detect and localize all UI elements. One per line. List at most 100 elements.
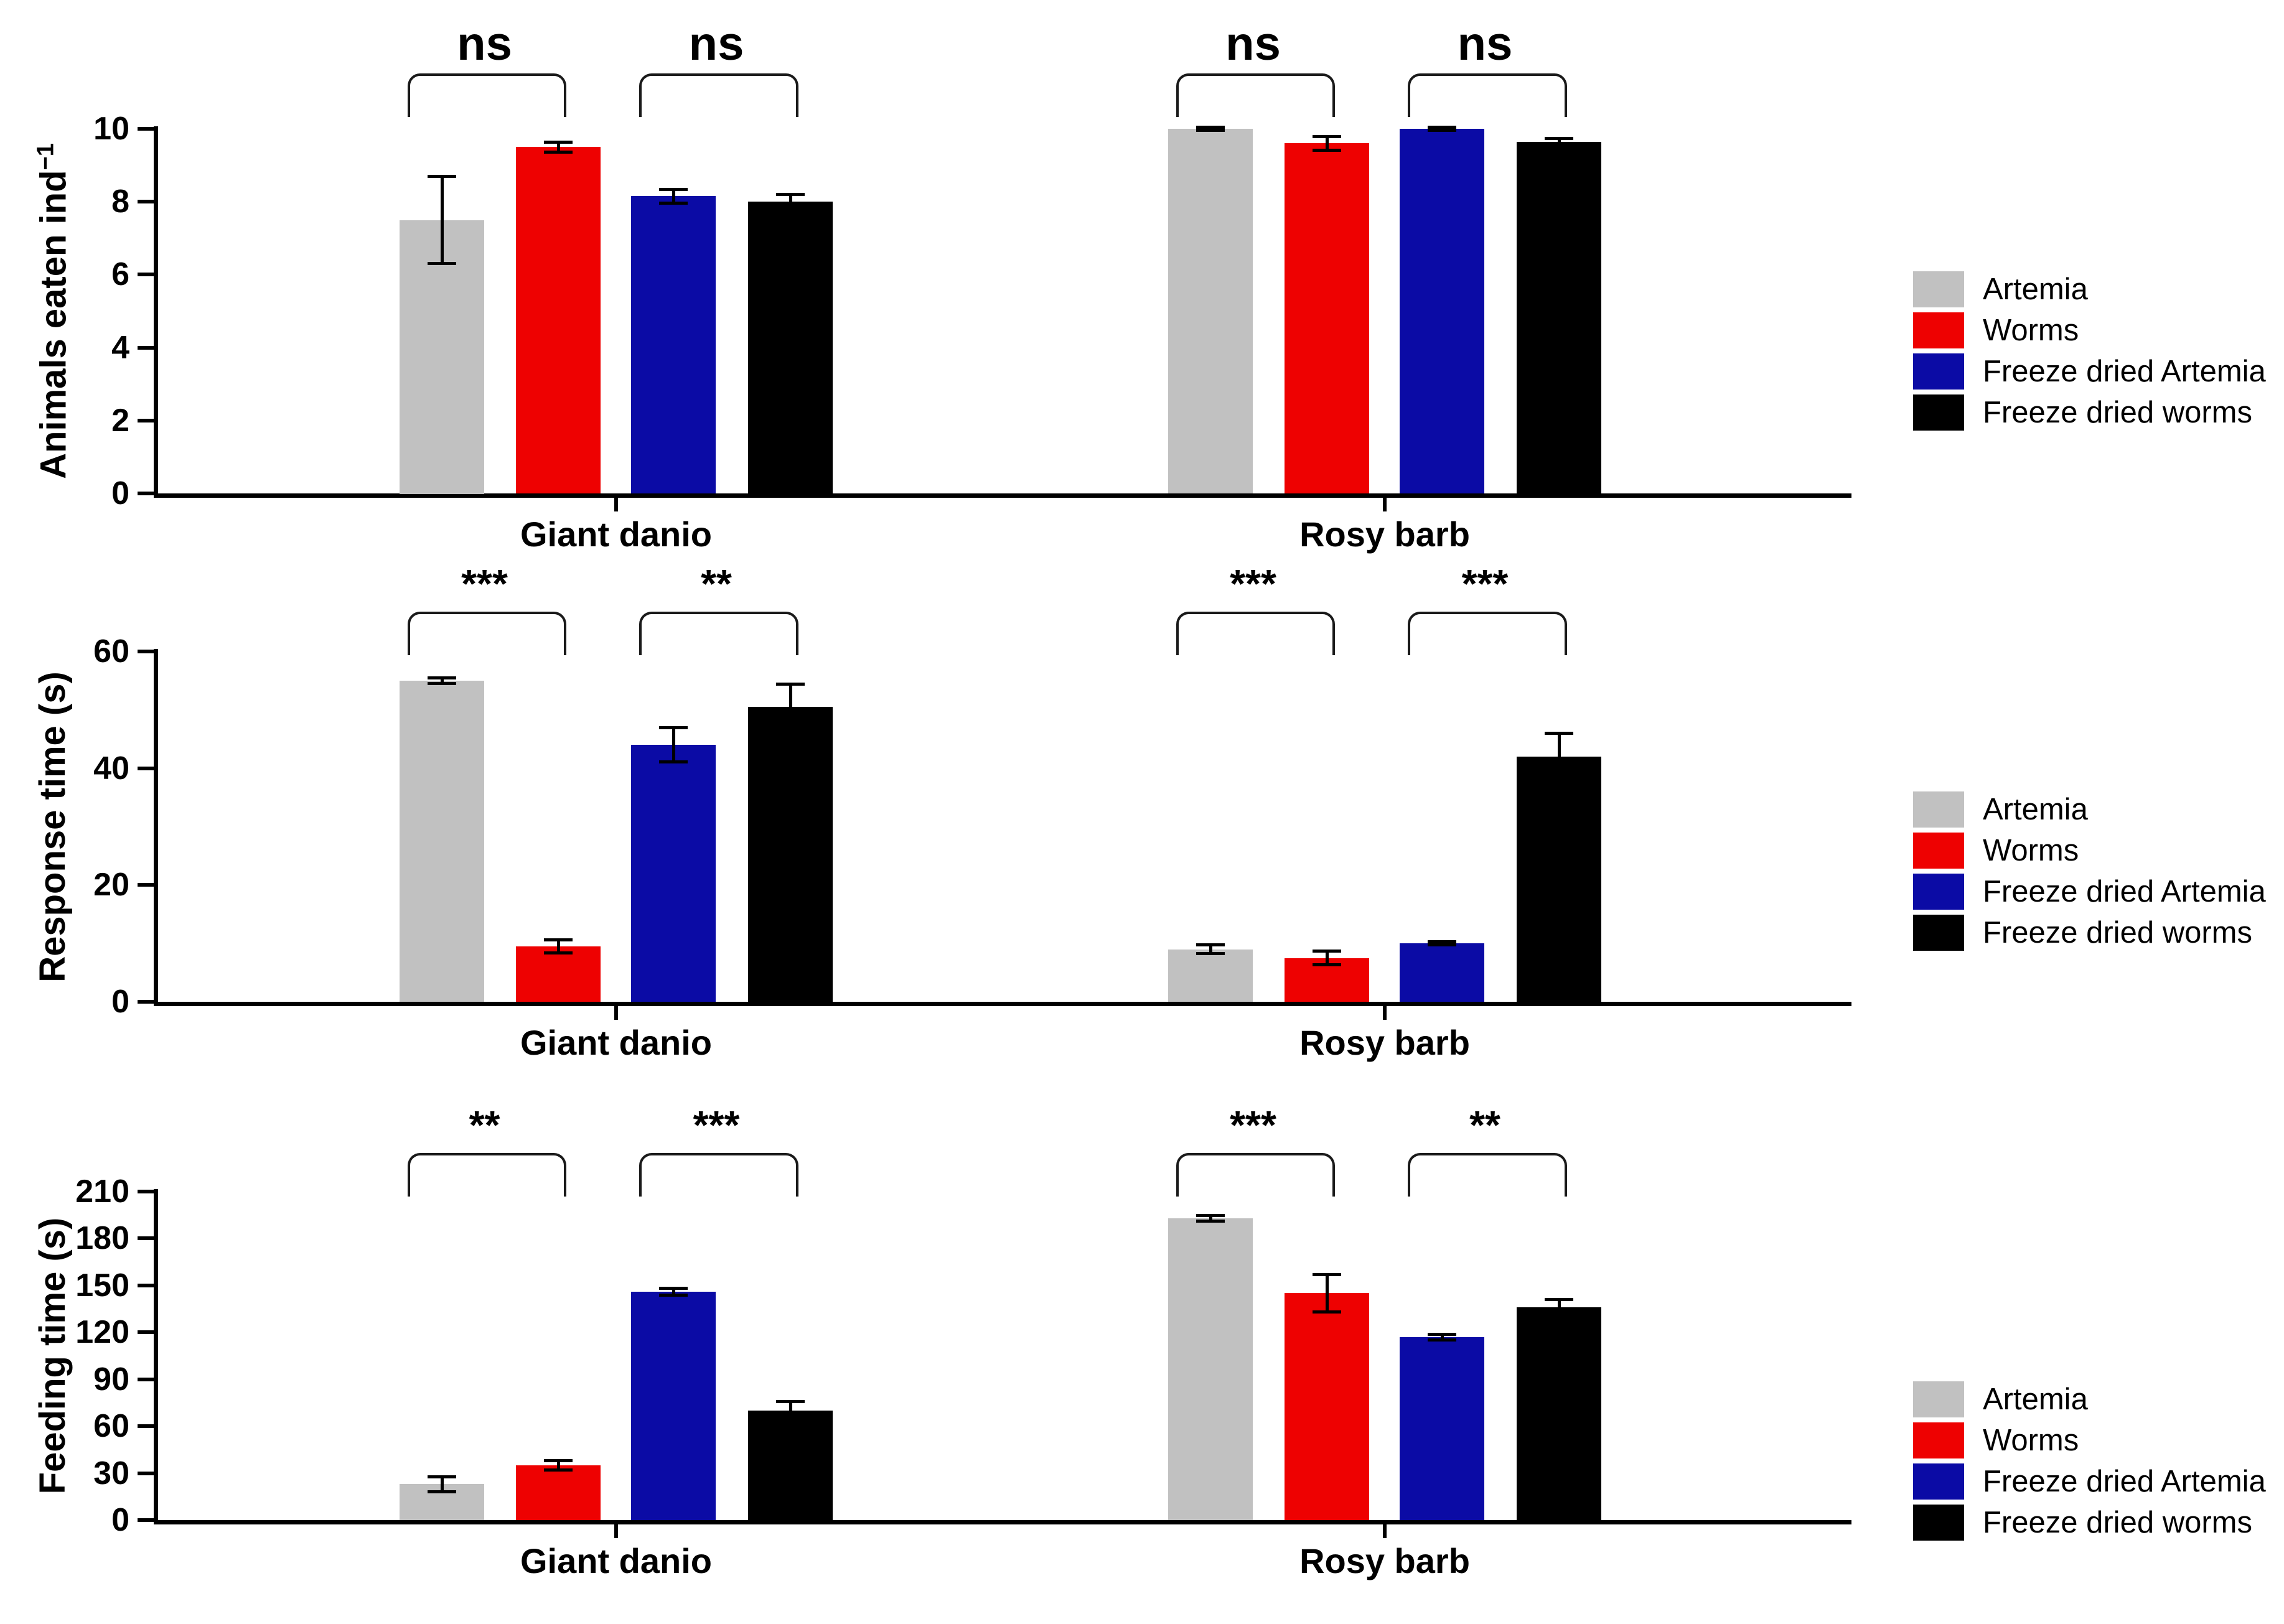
bar-artemia-rosy-barb (1168, 1218, 1253, 1520)
error-bar-cap-bottom (659, 202, 688, 205)
bar-freeze-dried-worms-giant-danio (748, 202, 833, 493)
y-axis-line (154, 1189, 158, 1520)
feeding-time-chart: Feeding time (s) 0 30 60 90 120 150 180 210 Giant… (0, 1083, 2284, 1624)
error-bar-line (441, 176, 444, 264)
error-bar-cap-top (1428, 126, 1456, 129)
legend-label-freeze-dried-worms: Freeze dried worms (1983, 396, 2252, 429)
y-tick-label: 20 (93, 867, 129, 903)
y-tick-mark (138, 200, 154, 203)
error-bar-line (1326, 136, 1329, 151)
y-tick-mark (138, 419, 154, 422)
y-tick-mark (138, 1378, 154, 1381)
y-tick-mark (138, 1284, 154, 1287)
significance-bracket (639, 612, 798, 655)
y-tick-mark (138, 1190, 154, 1193)
error-bar-cap-top (776, 683, 805, 686)
x-tick-mark (614, 1006, 618, 1020)
legend-swatch-freeze-dried-artemia (1913, 353, 1964, 390)
significance-label: *** (1230, 1103, 1276, 1147)
error-bar-line (789, 194, 792, 208)
legend-swatch-artemia (1913, 791, 1964, 828)
significance-bracket (408, 1153, 566, 1197)
error-bar-line (1326, 951, 1329, 965)
error-bar-line (557, 1460, 560, 1470)
legend-swatch-freeze-dried-worms (1913, 1505, 1964, 1541)
significance-bracket (1408, 73, 1567, 117)
bar-freeze-dried-artemia-rosy-barb (1400, 943, 1484, 1002)
bar-worms-rosy-barb (1285, 143, 1369, 493)
legend-swatch-worms (1913, 833, 1964, 869)
legend-swatch-freeze-dried-worms (1913, 915, 1964, 951)
legend-label-worms: Worms (1983, 1424, 2079, 1457)
error-bar-cap-bottom (544, 1468, 573, 1472)
legend-label-freeze-dried-worms: Freeze dried worms (1983, 916, 2252, 950)
y-tick-label: 60 (93, 1408, 129, 1444)
y-tick-label: 0 (111, 984, 129, 1020)
legend-label-artemia: Artemia (1983, 793, 2088, 826)
error-bar-cap-top (1545, 137, 1573, 140)
y-tick-mark (138, 273, 154, 276)
bar-artemia-giant-danio (400, 681, 484, 1002)
significance-bracket (1408, 612, 1567, 655)
error-bar-cap-bottom (1428, 1338, 1456, 1342)
error-bar-cap-top (428, 676, 456, 679)
error-bar-cap-bottom (428, 262, 456, 265)
y-tick-mark (138, 1518, 154, 1522)
error-bar-cap-bottom (659, 1294, 688, 1297)
significance-bracket (1176, 612, 1335, 655)
error-bar-cap-bottom (1196, 129, 1225, 132)
error-bar-cap-top (776, 193, 805, 196)
y-tick-label: 210 (75, 1174, 129, 1210)
y-tick-mark (138, 492, 154, 495)
error-bar-cap-bottom (1313, 149, 1341, 152)
x-category-label: Giant danio (520, 1023, 712, 1062)
y-tick-label: 120 (75, 1314, 129, 1350)
y-tick-label: 2 (111, 403, 129, 439)
error-bar-cap-top (1428, 940, 1456, 943)
error-bar-cap-bottom (1545, 143, 1573, 146)
legend-swatch-freeze-dried-artemia (1913, 874, 1964, 910)
y-tick-mark (138, 127, 154, 131)
error-bar-cap-top (659, 188, 688, 191)
y-tick-mark (138, 1424, 154, 1428)
significance-label: ** (701, 561, 732, 606)
y-tick-label: 40 (93, 750, 129, 786)
x-tick-mark (1383, 1524, 1387, 1538)
legend-swatch-artemia (1913, 1381, 1964, 1417)
error-bar-cap-top (1313, 1273, 1341, 1276)
bar-worms-rosy-barb (1285, 1293, 1369, 1520)
error-bar-line (1558, 733, 1561, 780)
legend-label-worms: Worms (1983, 314, 2079, 347)
error-bar-cap-bottom (1545, 778, 1573, 781)
error-bar-cap-bottom (659, 760, 688, 763)
error-bar-line (1209, 945, 1212, 954)
response-time-chart: Response time (s) 0 20 40 60 Giant danio *** **… (0, 541, 2284, 1083)
legend-label-freeze-dried-artemia: Freeze dried Artemia (1983, 875, 2266, 908)
error-bar-cap-bottom (776, 207, 805, 210)
legend-swatch-artemia (1913, 271, 1964, 307)
y-tick-label: 0 (111, 475, 129, 511)
bar-freeze-dried-artemia-giant-danio (631, 196, 716, 493)
y-tick-label: 180 (75, 1220, 129, 1256)
error-bar-line (1558, 1299, 1561, 1315)
error-bar-cap-bottom (544, 951, 573, 954)
y-tick-label: 30 (93, 1455, 129, 1491)
x-tick-mark (1383, 1006, 1387, 1020)
error-bar-cap-top (659, 726, 688, 729)
error-bar-cap-bottom (544, 151, 573, 154)
legend-label-artemia: Artemia (1983, 273, 2088, 306)
error-bar-cap-bottom (1196, 952, 1225, 955)
bar-artemia-rosy-barb (1168, 950, 1253, 1002)
x-axis-line (154, 1002, 1851, 1006)
legend-label-artemia: Artemia (1983, 1383, 2088, 1416)
error-bar-line (789, 684, 792, 730)
x-category-label: Giant danio (520, 1541, 712, 1580)
bar-freeze-dried-worms-rosy-barb (1517, 1307, 1601, 1520)
error-bar-line (1441, 1334, 1444, 1340)
error-bar-line (1326, 1274, 1329, 1312)
bar-worms-giant-danio (516, 1465, 601, 1520)
error-bar-cap-bottom (1196, 1220, 1225, 1223)
x-tick-mark (1383, 498, 1387, 511)
error-bar-cap-top (1545, 1298, 1573, 1301)
